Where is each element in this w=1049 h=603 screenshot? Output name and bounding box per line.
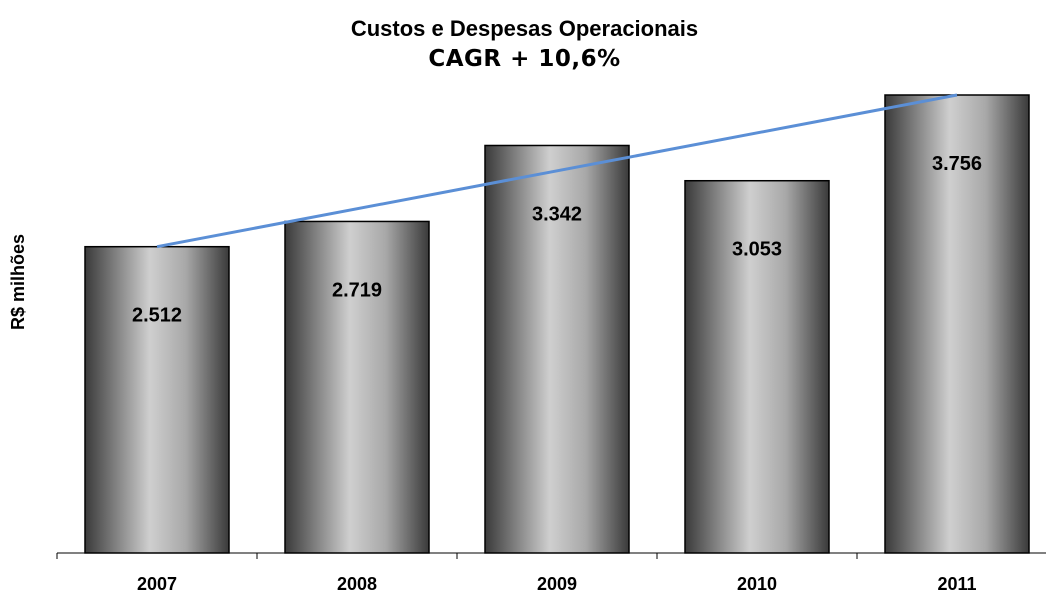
bar-2010 [684, 179, 830, 554]
x-tick-label: 2010 [737, 574, 777, 594]
bar-2008 [284, 220, 430, 554]
bar-value-label: 3.053 [732, 239, 782, 261]
x-tick-label: 2007 [137, 574, 177, 594]
bar-value-label: 2.719 [332, 279, 382, 301]
x-tick-label: 2008 [337, 574, 377, 594]
bar-2007 [84, 245, 230, 554]
bar-value-label: 3.756 [932, 153, 982, 175]
bar-2011 [884, 94, 1030, 554]
x-tick-label: 2011 [937, 574, 976, 594]
bar-value-label: 3.342 [532, 203, 582, 225]
bar-value-label: 2.512 [132, 305, 182, 327]
bar-2009 [484, 144, 630, 554]
chart-title: Custos e Despesas Operacionais [350, 16, 699, 41]
cagr-trend-line [156, 93, 958, 249]
chart-subtitle: CAGR + 10,6% [428, 46, 621, 72]
x-tick-label: 2009 [537, 574, 577, 594]
